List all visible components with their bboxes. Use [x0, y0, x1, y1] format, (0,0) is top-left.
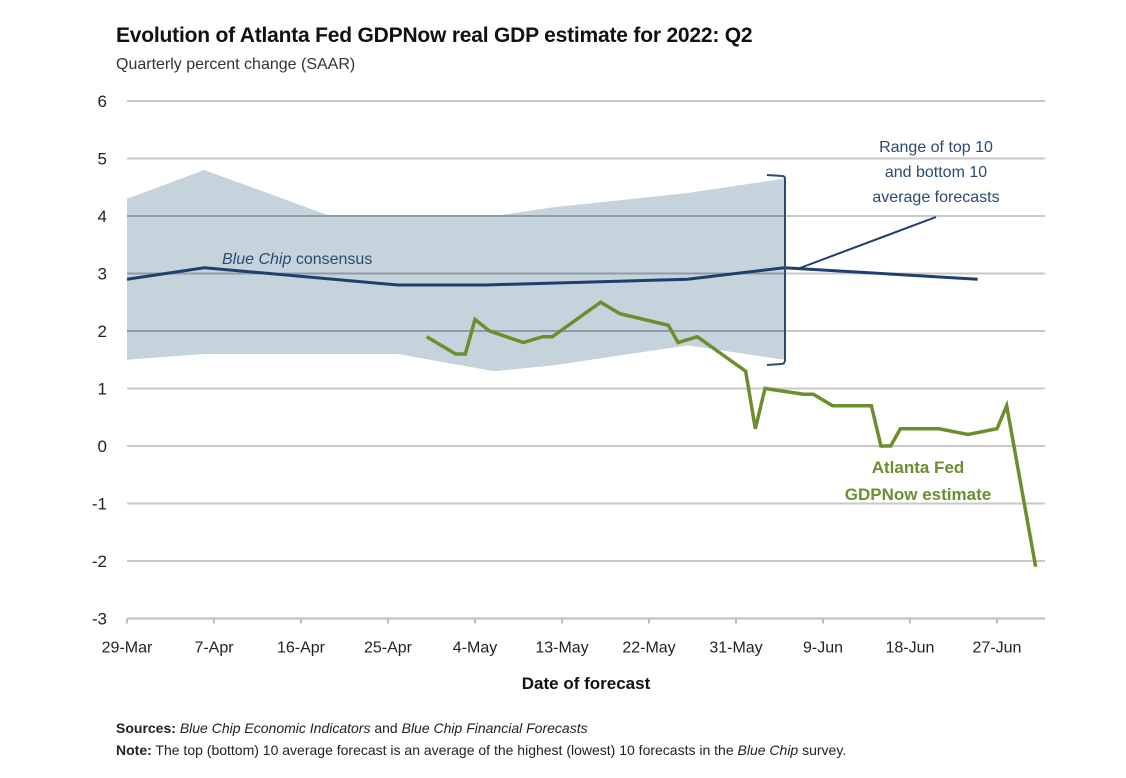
range-label-leader-line: [799, 216, 937, 269]
y-axis-ticks: 6 5 4 3 2 1 0 -1 -2 -3: [92, 92, 107, 629]
chart-subtitle: Quarterly percent change (SAAR): [116, 56, 356, 73]
sources-note: Sources: Blue Chip Economic Indicators a…: [116, 720, 588, 736]
x-axis-label: Date of forecast: [522, 674, 651, 693]
sources-and: and: [370, 720, 402, 736]
blue-chip-label-italic: Blue Chip: [222, 251, 291, 268]
y-tick-label: 1: [98, 380, 107, 399]
note-italic: Blue Chip: [737, 742, 799, 758]
note-end: survey.: [798, 742, 847, 758]
x-tick-label: 16-Apr: [277, 640, 326, 657]
sources-part2: Blue Chip Financial Forecasts: [401, 720, 588, 736]
x-axis: 29-Mar 7-Apr 16-Apr 25-Apr 4-May 13-May 22-May…: [102, 617, 1045, 657]
gdpnow-estimate-line: [425, 300, 1038, 568]
sources-part1: Blue Chip Economic Indicators: [179, 720, 371, 736]
y-tick-label: -3: [92, 610, 107, 629]
range-band: [127, 170, 785, 372]
range-label-line-2: and bottom 10: [885, 164, 987, 181]
y-tick-label: -1: [92, 495, 107, 514]
y-tick-label: 3: [98, 265, 107, 284]
x-tick-label: 4-May: [453, 640, 497, 657]
x-tick-label: 9-Jun: [803, 640, 843, 657]
y-tick-label: -2: [92, 552, 107, 571]
x-tick-label: 7-Apr: [194, 640, 234, 657]
x-tick-label: 18-Jun: [886, 640, 935, 657]
sources-label: Sources:: [116, 720, 176, 736]
x-tick-label: 22-May: [622, 640, 675, 657]
gdpnow-label-line-1: Atlanta Fed: [872, 458, 965, 477]
blue-chip-label-rest: consensus: [291, 251, 372, 268]
y-tick-label: 6: [98, 92, 107, 111]
gdpnow-label-line-2: GDPNow estimate: [845, 485, 991, 504]
x-tick-label: 25-Apr: [364, 640, 413, 657]
chart-title: Evolution of Atlanta Fed GDPNow real GDP…: [116, 24, 753, 47]
gridlines: [127, 100, 1045, 562]
range-bracket: [766, 174, 786, 366]
blue-chip-consensus-label: Blue Chip consensus: [222, 251, 372, 268]
y-tick-label: 4: [98, 207, 107, 226]
y-tick-label: 2: [98, 322, 107, 341]
y-tick-label: 0: [98, 437, 107, 456]
x-tick-label: 27-Jun: [973, 640, 1022, 657]
x-tick-label: 13-May: [535, 640, 588, 657]
footnote: Note: The top (bottom) 10 average foreca…: [116, 742, 846, 758]
y-tick-label: 5: [98, 150, 107, 169]
range-label-line-1: Range of top 10: [879, 139, 993, 156]
range-label-line-3: average forecasts: [872, 189, 999, 206]
note-label: Note:: [116, 742, 152, 758]
range-band-layer: [127, 170, 785, 372]
note-text: The top (bottom) 10 average forecast is …: [151, 742, 738, 758]
annotations: Blue Chip consensus Range of top 10 and …: [222, 139, 1000, 504]
x-tick-label: 31-May: [709, 640, 762, 657]
x-tick-label: 29-Mar: [102, 640, 153, 657]
